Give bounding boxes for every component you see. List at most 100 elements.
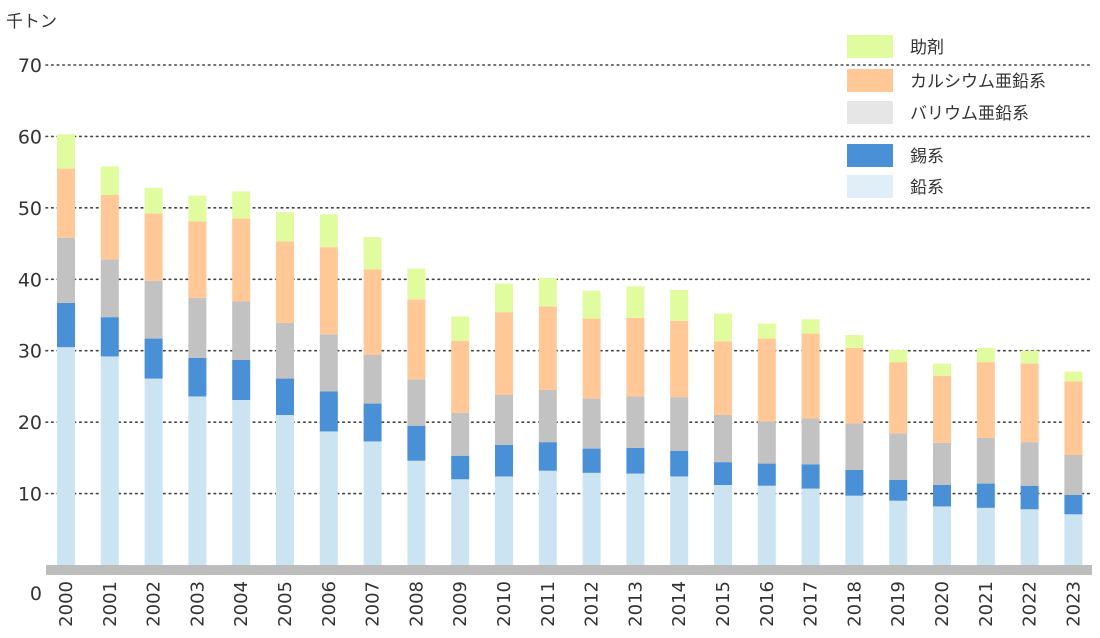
bar-segment	[801, 418, 820, 465]
x-axis-baseline	[46, 565, 1092, 575]
x-tick-label: 2006	[319, 581, 340, 627]
bar-segment	[538, 277, 557, 307]
bar-stack-2016	[757, 323, 776, 565]
y-tick-label: 0	[30, 583, 42, 605]
bar-segment	[670, 397, 689, 451]
bar-segment	[188, 195, 207, 222]
y-tick-label: 30	[18, 341, 42, 363]
x-tick-label: 2013	[625, 581, 646, 627]
bar-segment	[714, 341, 732, 415]
bar-segment	[757, 485, 776, 565]
bar-segment	[451, 479, 470, 565]
bar-segment	[801, 333, 820, 419]
bar-segment	[57, 302, 75, 348]
legend-label: バリウム亜鉛系	[910, 104, 1029, 124]
y-axis-ticks: 0 10 20 30 40 50 60 70	[18, 55, 42, 605]
y-tick-label: 70	[18, 55, 42, 77]
legend-swatch	[847, 69, 893, 92]
legend-item: 鉛系	[847, 175, 944, 198]
bar-stack-2013	[626, 286, 645, 565]
bar-segment	[495, 283, 513, 313]
y-axis-unit-label: 千トン	[6, 12, 57, 32]
bar-segment	[714, 313, 732, 342]
bar-segment	[933, 485, 951, 507]
x-tick-label: 2018	[844, 581, 865, 627]
bar-segment	[714, 485, 732, 565]
x-tick-label: 2017	[801, 581, 822, 627]
x-tick-label: 2016	[757, 581, 778, 627]
bar-stack-2005	[276, 212, 294, 565]
y-tick-label: 50	[18, 198, 42, 220]
bar-segment	[976, 483, 995, 508]
bar-segment	[582, 318, 601, 399]
bar-segment	[626, 473, 645, 565]
bar-segment	[670, 320, 689, 398]
bar-stack-2008	[407, 268, 426, 565]
bar-segment	[1020, 350, 1039, 364]
bar-segment	[538, 442, 557, 471]
bar-segment	[100, 317, 119, 357]
bar-segment	[889, 500, 908, 565]
bar-segment	[232, 360, 251, 400]
bar-segment	[538, 306, 557, 390]
bar-segment	[451, 412, 470, 456]
x-tick-label: 2008	[406, 581, 427, 627]
legend-swatch	[847, 175, 893, 198]
bar-segment	[1020, 442, 1039, 486]
bar-segment	[232, 218, 251, 302]
x-tick-label: 2022	[1020, 581, 1041, 627]
bar-segment	[100, 166, 119, 195]
bar-segment	[188, 297, 207, 358]
bar-segment	[495, 476, 513, 565]
bar-segment	[57, 134, 75, 169]
bar-segment	[276, 241, 294, 323]
bar-segment	[933, 442, 951, 485]
bar-stack-2009	[451, 316, 470, 565]
bar-segment	[276, 415, 294, 565]
legend-item: 錫系	[847, 144, 944, 167]
y-tick-label: 10	[18, 484, 42, 506]
legend-label: カルシウム亜鉛系	[910, 72, 1046, 92]
legend-item: カルシウム亜鉛系	[847, 69, 1046, 92]
bar-segment	[495, 312, 513, 395]
bar-stack-2017	[801, 319, 820, 565]
bar-segment	[276, 378, 294, 415]
x-tick-label: 2009	[450, 581, 471, 627]
legend-item: バリウム亜鉛系	[847, 101, 1029, 124]
bar-segment	[1064, 495, 1083, 515]
bar-segment	[363, 441, 382, 565]
bar-segment	[188, 221, 207, 298]
bar-segment	[757, 323, 776, 339]
bar-segment	[1020, 485, 1039, 510]
legend-swatch	[847, 101, 893, 124]
bar-segment	[144, 280, 163, 339]
bar-segment	[188, 357, 207, 397]
bar-segment	[845, 423, 864, 470]
legend-item: 助剤	[847, 35, 944, 58]
x-tick-label: 2015	[713, 581, 734, 627]
bars	[57, 134, 1083, 565]
bar-segment	[407, 425, 426, 461]
bar-stack-2019	[889, 350, 908, 565]
bar-stack-2020	[933, 363, 951, 565]
bar-segment	[582, 472, 601, 565]
bar-segment	[801, 488, 820, 565]
x-tick-label: 2004	[231, 581, 252, 627]
bar-segment	[845, 347, 864, 424]
bar-segment	[232, 191, 251, 219]
x-tick-label: 2000	[56, 581, 77, 627]
bar-stack-2001	[100, 166, 119, 565]
bar-segment	[933, 363, 951, 376]
bar-segment	[144, 338, 163, 379]
bar-stack-2004	[232, 191, 251, 565]
bar-segment	[407, 299, 426, 380]
bar-segment	[626, 286, 645, 318]
y-tick-label: 40	[18, 269, 42, 291]
bar-segment	[319, 247, 338, 335]
bar-segment	[407, 379, 426, 426]
bar-segment	[1020, 509, 1039, 565]
bar-segment	[582, 448, 601, 473]
bar-segment	[1064, 371, 1083, 382]
bar-stack-2000	[57, 134, 75, 565]
